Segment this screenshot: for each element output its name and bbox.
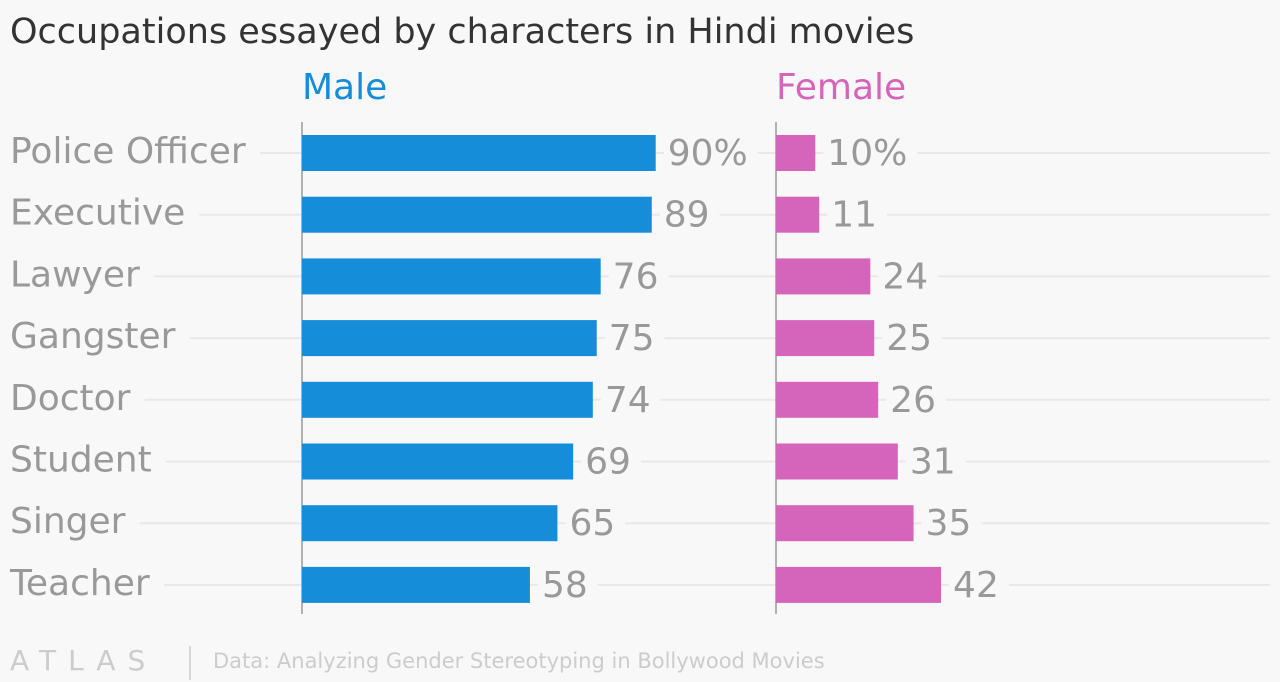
bar [776, 258, 871, 295]
bar [302, 258, 601, 295]
value-label: 58 [542, 565, 588, 606]
bar [776, 566, 942, 603]
label-bg [827, 208, 888, 221]
label-bg [882, 332, 943, 345]
category-label: Singer [10, 501, 126, 542]
label-bg [604, 332, 665, 345]
source: Data: Analyzing Gender Stereotyping in B… [213, 649, 825, 673]
bar [776, 135, 816, 171]
category-label: Doctor [10, 378, 131, 419]
category-label: Police Officer [10, 131, 246, 172]
value-label: 10% [827, 133, 907, 174]
value-label: 74 [605, 380, 651, 421]
label-bg [878, 270, 939, 283]
value-label: 69 [585, 442, 631, 483]
value-label: 26 [890, 380, 936, 421]
value-label: 75 [609, 318, 655, 359]
category-label: Student [10, 440, 152, 481]
label-bg [949, 578, 1009, 591]
label-bg [565, 517, 626, 530]
label-bg [921, 517, 982, 530]
bar [302, 443, 574, 480]
bar [302, 381, 593, 418]
value-label: 25 [886, 318, 932, 359]
legend-label: Male [302, 67, 387, 108]
category-label: Executive [10, 193, 185, 234]
label-bg [886, 393, 946, 406]
chart-title: Occupations essayed by characters in Hin… [10, 12, 914, 52]
logo: ATLAS [10, 644, 157, 677]
category-label: Gangster [10, 316, 176, 357]
category-label: Lawyer [10, 254, 140, 295]
value-label: 42 [953, 565, 999, 606]
value-label: 31 [910, 442, 956, 483]
value-label: 24 [882, 256, 928, 297]
value-label: 65 [569, 503, 615, 544]
value-label: 35 [926, 503, 972, 544]
value-label: 90% [668, 133, 748, 174]
bar [302, 566, 530, 603]
bar [776, 505, 914, 542]
category-label: Teacher [9, 563, 150, 604]
bar [776, 196, 820, 233]
bar [302, 505, 558, 542]
value-label: 89 [664, 195, 710, 236]
bar [776, 381, 879, 418]
bar [302, 320, 597, 357]
label-bg [905, 455, 966, 468]
legend-label: Female [776, 67, 906, 108]
bar [302, 196, 652, 233]
label-bg [608, 270, 669, 283]
label-bg [600, 393, 661, 406]
label-bg [663, 147, 758, 159]
label-bg [537, 578, 598, 591]
bar [776, 320, 875, 357]
bar [302, 135, 656, 171]
bar [776, 443, 898, 480]
label-bg [823, 147, 918, 159]
label-bg [659, 208, 720, 221]
label-bg [581, 455, 641, 468]
value-label: 76 [613, 256, 659, 297]
value-label: 11 [831, 195, 877, 236]
